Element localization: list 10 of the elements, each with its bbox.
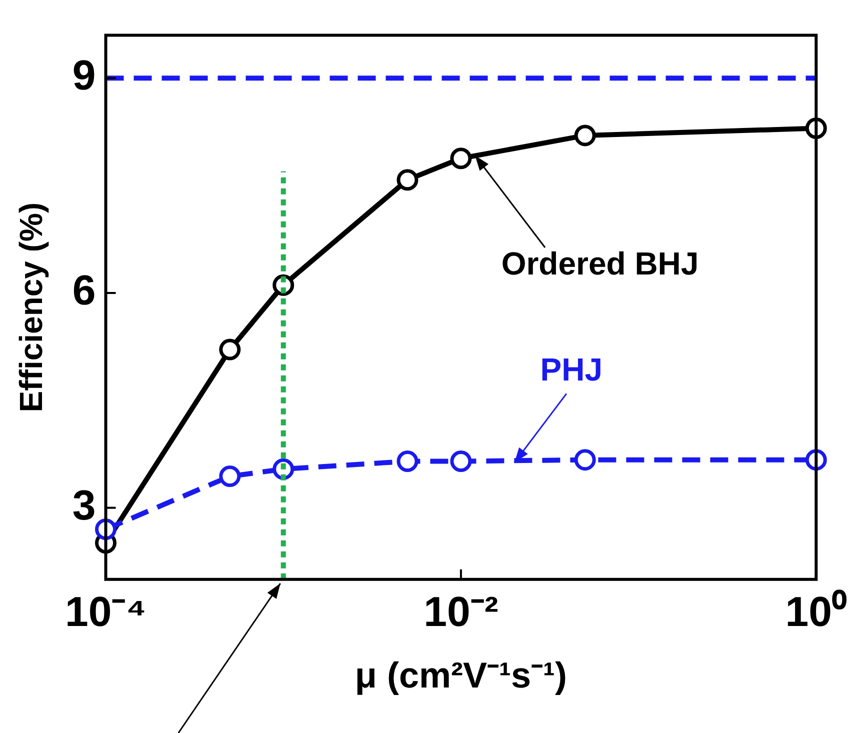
x-tick-label: 10⁻² [424, 588, 498, 636]
annotation: PHJ [540, 352, 603, 388]
x-tick-label: 10⁻⁴ [65, 588, 147, 636]
annotation: Ordered BHJ [501, 245, 699, 282]
y-tick-label: 6 [72, 266, 96, 314]
y-axis-title: Efficiency (%) [13, 202, 50, 412]
x-axis-title: μ (cm²V⁻¹s⁻¹) [354, 654, 567, 696]
y-tick-label: 9 [72, 52, 96, 99]
y-tick-label: 3 [72, 481, 96, 528]
x-tick-label: 10⁰ [785, 588, 847, 636]
